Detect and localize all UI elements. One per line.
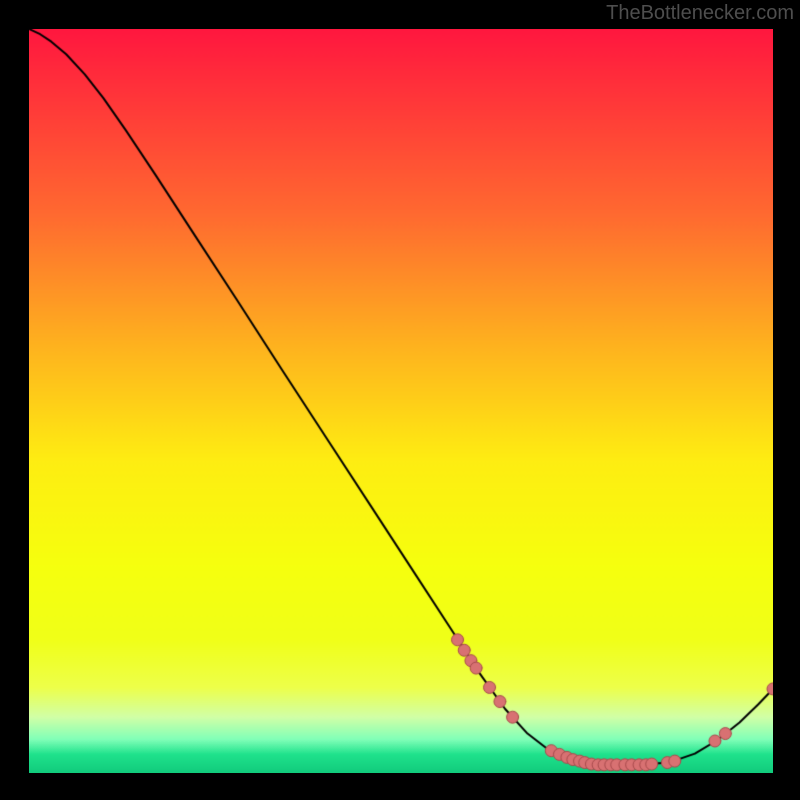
bottleneck-curve-chart bbox=[29, 29, 773, 773]
chart-frame: TheBottlenecker.com bbox=[0, 0, 800, 800]
watermark-text: TheBottlenecker.com bbox=[606, 2, 794, 25]
